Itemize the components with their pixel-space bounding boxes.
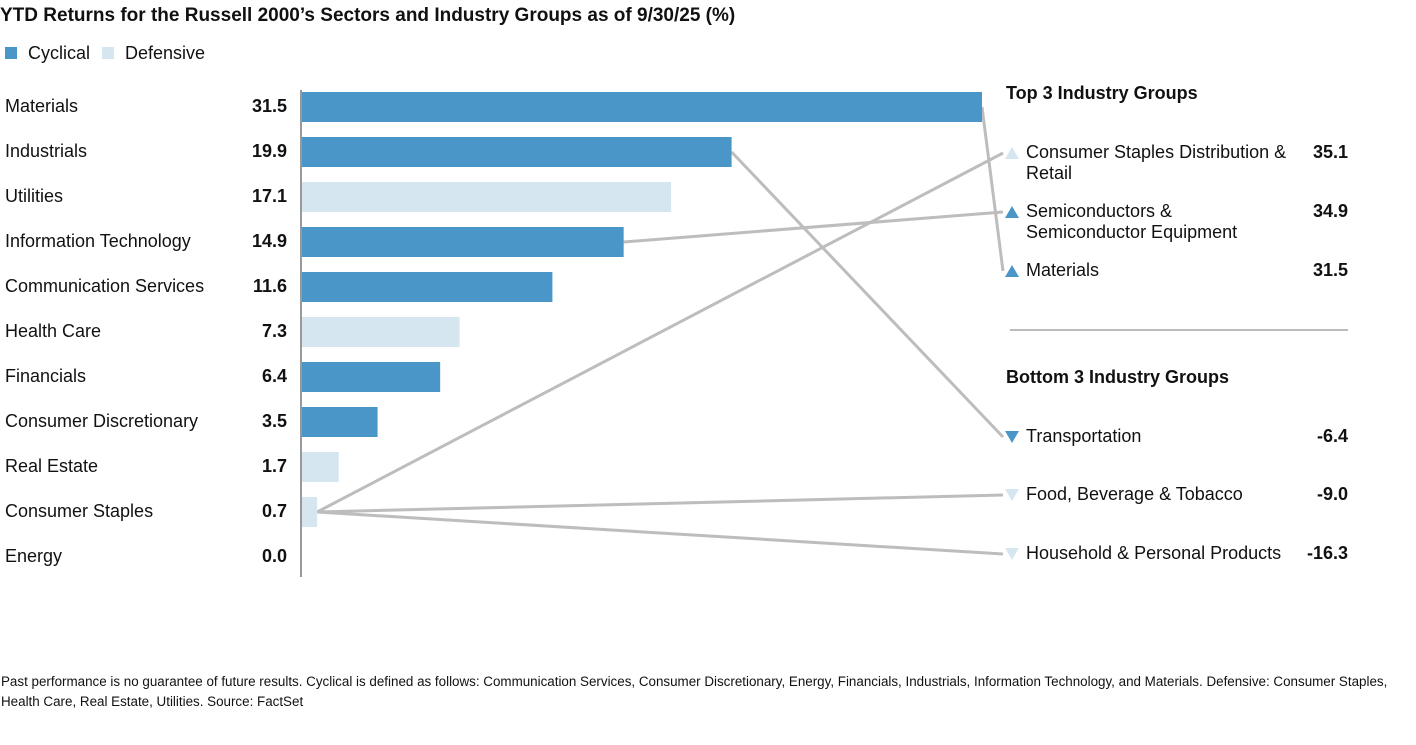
value-label: 14.9 <box>252 231 287 251</box>
chart-title: YTD Returns for the Russell 2000’s Secto… <box>0 5 735 26</box>
item-value: -16.3 <box>1307 543 1348 563</box>
value-label: 11.6 <box>253 276 287 296</box>
category-label: Materials <box>5 96 78 116</box>
connector <box>316 151 1004 514</box>
connector <box>730 150 1005 439</box>
marker <box>1005 431 1019 443</box>
category-label: Health Care <box>5 321 101 341</box>
panel-heading: Top 3 Industry Groups <box>1006 83 1198 103</box>
item-label-box: Food, Beverage & Tobacco <box>1026 484 1243 504</box>
category-label: Industrials <box>5 141 87 161</box>
value-label: 7.3 <box>262 321 287 341</box>
legend-label: Defensive <box>125 43 205 63</box>
value-label: 31.5 <box>252 96 287 116</box>
item-label: Materials <box>1026 260 1100 280</box>
bar <box>302 362 441 392</box>
category-label: Communication Services <box>5 276 204 296</box>
bar <box>302 452 339 482</box>
marker <box>1005 265 1019 277</box>
item-label: Transportation <box>1026 426 1142 446</box>
marker <box>1005 489 1019 501</box>
connector <box>980 106 1005 272</box>
legend-swatch <box>5 47 17 59</box>
footnote: Past performance is no guarantee of futu… <box>1 674 1388 709</box>
item-label-box: Transportation <box>1026 426 1142 446</box>
value-label: 1.7 <box>262 456 287 476</box>
value-label: 0.0 <box>262 546 287 566</box>
item-value: 35.1 <box>1313 142 1348 162</box>
bar <box>302 137 732 167</box>
item-label-box: Materials <box>1026 260 1100 280</box>
legend-label: Cyclical <box>28 43 90 63</box>
category-label: Utilities <box>5 186 63 206</box>
chart: YTD Returns for the Russell 2000’s Secto… <box>0 5 1348 577</box>
bar <box>302 317 460 347</box>
panel-heading: Bottom 3 Industry Groups <box>1006 367 1229 387</box>
bar <box>302 182 672 212</box>
value-label: 3.5 <box>262 411 287 431</box>
marker <box>1005 147 1019 159</box>
category-label: Real Estate <box>5 456 98 476</box>
item-label: Semiconductors & Semiconductor Equipment <box>1026 201 1238 242</box>
category-label: Financials <box>5 366 86 386</box>
connector <box>623 210 1004 244</box>
item-value: 34.9 <box>1313 201 1348 221</box>
item-value: -9.0 <box>1317 484 1348 504</box>
category-label: Consumer Staples <box>5 501 153 521</box>
marker <box>1005 548 1019 560</box>
bar <box>302 407 378 437</box>
legend-swatch <box>102 47 115 59</box>
item-label-box: Semiconductors & Semiconductor Equipment <box>1026 201 1238 242</box>
item-label: Consumer Staples Distribution & Retail <box>1026 142 1287 183</box>
item-value: 31.5 <box>1313 260 1348 280</box>
item-value: -6.4 <box>1317 426 1348 446</box>
bar <box>302 92 982 122</box>
item-label-box: Consumer Staples Distribution & Retail <box>1026 142 1287 183</box>
bar <box>302 227 624 257</box>
category-label: Information Technology <box>5 231 191 251</box>
value-label: 17.1 <box>252 186 287 206</box>
category-label: Energy <box>5 546 62 566</box>
item-label: Household & Personal Products <box>1026 543 1282 563</box>
value-label: 0.7 <box>262 501 287 521</box>
marker <box>1005 206 1019 218</box>
category-label: Consumer Discretionary <box>5 411 198 431</box>
item-label-box: Household & Personal Products <box>1026 543 1282 563</box>
connector <box>317 510 1004 556</box>
value-label: 19.9 <box>252 141 287 161</box>
connector <box>317 493 1004 514</box>
bar <box>302 272 553 302</box>
bar <box>302 497 318 527</box>
item-label: Food, Beverage & Tobacco <box>1026 484 1243 504</box>
value-label: 6.4 <box>262 366 287 386</box>
